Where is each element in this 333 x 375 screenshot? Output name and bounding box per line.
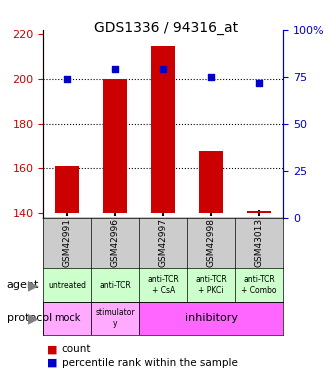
Text: GSM42996: GSM42996 [111, 218, 120, 267]
Bar [91, 302, 139, 334]
Bar [43, 302, 91, 334]
Point [208, 74, 214, 80]
Text: protocol: protocol [7, 313, 52, 323]
Point [113, 66, 118, 72]
Text: GSM42998: GSM42998 [206, 218, 216, 267]
Text: count: count [62, 345, 91, 354]
Text: GDS1336 / 94316_at: GDS1336 / 94316_at [95, 21, 238, 34]
Text: ■: ■ [47, 345, 57, 354]
Text: percentile rank within the sample: percentile rank within the sample [62, 358, 237, 368]
Text: anti-TCR: anti-TCR [99, 280, 131, 290]
Bar [139, 302, 283, 334]
Text: stimulator
y: stimulator y [96, 309, 135, 328]
Bar [151, 46, 175, 213]
Bar [55, 166, 79, 213]
Text: untreated: untreated [48, 280, 86, 290]
Text: anti-TCR
+ PKCi: anti-TCR + PKCi [195, 275, 227, 295]
Text: ▶: ▶ [28, 311, 39, 325]
Text: anti-TCR
+ CsA: anti-TCR + CsA [147, 275, 179, 295]
Text: ■: ■ [47, 358, 57, 368]
Text: agent: agent [7, 280, 39, 290]
Text: anti-TCR
+ Combo: anti-TCR + Combo [241, 275, 277, 295]
Point [65, 76, 70, 82]
Bar [103, 79, 127, 213]
Point [161, 66, 166, 72]
Bar [199, 150, 223, 213]
Text: inhibitory: inhibitory [184, 313, 238, 323]
Point [256, 80, 262, 86]
Text: GSM42991: GSM42991 [63, 218, 72, 267]
Bar [247, 211, 271, 213]
Text: ▶: ▶ [28, 278, 39, 292]
Text: GSM42997: GSM42997 [159, 218, 168, 267]
Text: mock: mock [54, 313, 81, 323]
Text: GSM43013: GSM43013 [254, 218, 264, 267]
